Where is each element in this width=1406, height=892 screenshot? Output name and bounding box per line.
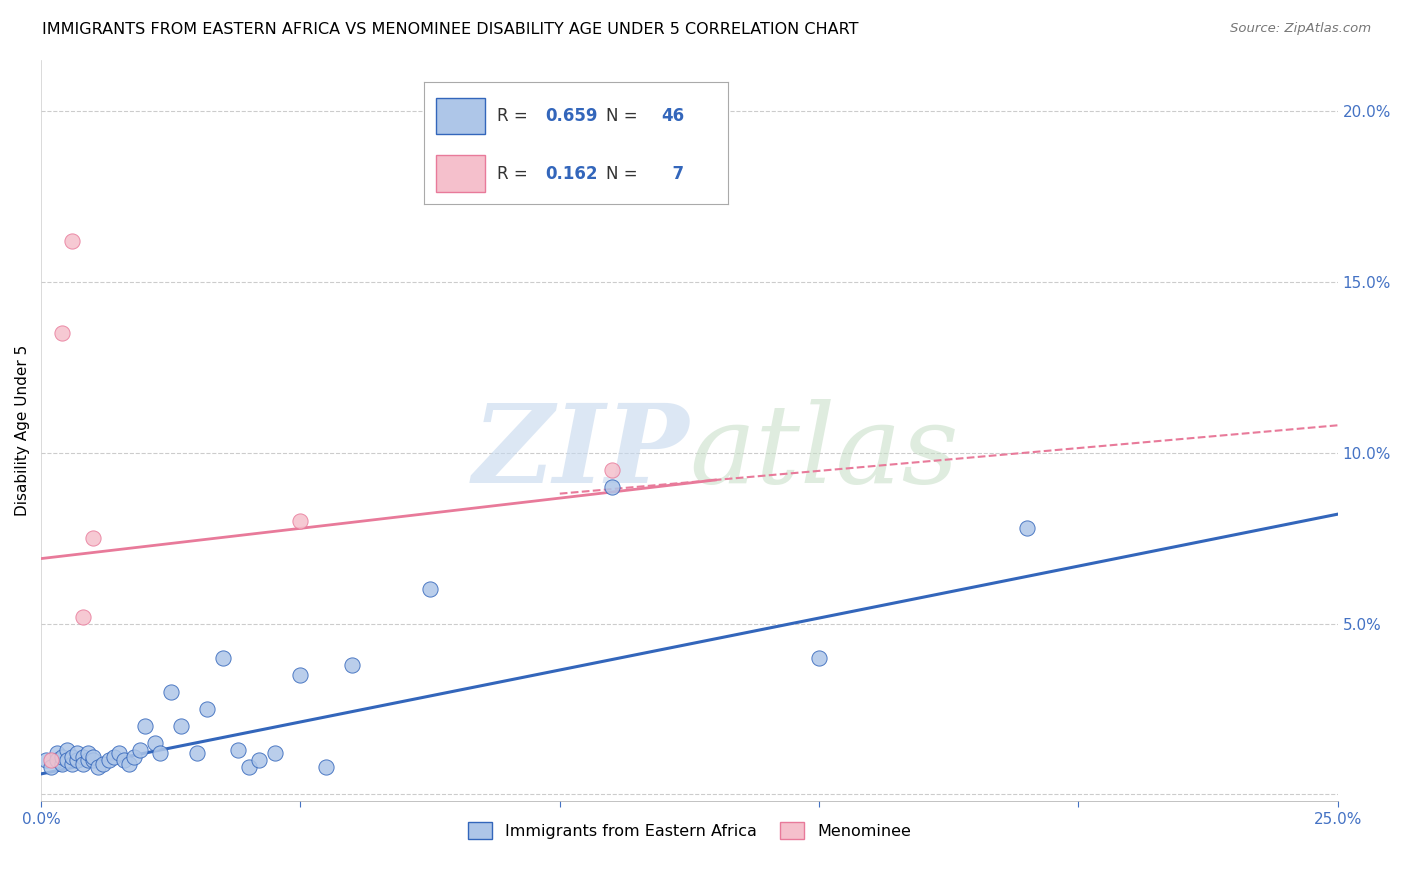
Point bbox=[600, 463, 623, 477]
Point bbox=[290, 514, 312, 528]
Point bbox=[82, 749, 104, 764]
Point bbox=[66, 747, 89, 761]
Legend: Immigrants from Eastern Africa, Menominee: Immigrants from Eastern Africa, Menomine… bbox=[461, 816, 918, 845]
Point bbox=[72, 609, 94, 624]
Point bbox=[51, 756, 73, 771]
Point bbox=[342, 657, 364, 672]
Point bbox=[159, 685, 181, 699]
Point bbox=[128, 743, 150, 757]
Point bbox=[82, 531, 104, 545]
Point bbox=[808, 650, 831, 665]
Point bbox=[60, 756, 83, 771]
Point bbox=[186, 747, 208, 761]
Point bbox=[72, 749, 94, 764]
Point bbox=[97, 753, 120, 767]
Point bbox=[118, 756, 141, 771]
Point bbox=[195, 702, 218, 716]
Point bbox=[56, 753, 79, 767]
Point bbox=[51, 326, 73, 340]
Point bbox=[51, 749, 73, 764]
Point bbox=[93, 756, 115, 771]
Point bbox=[45, 753, 67, 767]
Point bbox=[149, 747, 172, 761]
Point bbox=[315, 760, 337, 774]
Text: Source: ZipAtlas.com: Source: ZipAtlas.com bbox=[1230, 22, 1371, 36]
Point bbox=[226, 743, 249, 757]
Point bbox=[82, 753, 104, 767]
Point bbox=[60, 234, 83, 248]
Text: IMMIGRANTS FROM EASTERN AFRICA VS MENOMINEE DISABILITY AGE UNDER 5 CORRELATION C: IMMIGRANTS FROM EASTERN AFRICA VS MENOMI… bbox=[42, 22, 859, 37]
Point bbox=[247, 753, 270, 767]
Point bbox=[66, 753, 89, 767]
Point bbox=[1015, 521, 1038, 535]
Point bbox=[143, 736, 166, 750]
Point bbox=[108, 747, 131, 761]
Point bbox=[60, 749, 83, 764]
Text: ZIP: ZIP bbox=[472, 399, 689, 507]
Point bbox=[76, 747, 98, 761]
Point bbox=[41, 753, 63, 767]
Point bbox=[263, 747, 285, 761]
Point bbox=[72, 756, 94, 771]
Point bbox=[238, 760, 260, 774]
Point bbox=[124, 749, 146, 764]
Point bbox=[35, 753, 58, 767]
Point bbox=[600, 480, 623, 494]
Point bbox=[87, 760, 110, 774]
Point bbox=[211, 650, 233, 665]
Point bbox=[112, 753, 135, 767]
Point bbox=[45, 747, 67, 761]
Point bbox=[41, 760, 63, 774]
Point bbox=[290, 667, 312, 681]
Point bbox=[134, 719, 156, 733]
Point bbox=[419, 582, 441, 597]
Text: atlas: atlas bbox=[689, 399, 959, 507]
Point bbox=[103, 749, 125, 764]
Y-axis label: Disability Age Under 5: Disability Age Under 5 bbox=[15, 345, 30, 516]
Point bbox=[76, 753, 98, 767]
Point bbox=[56, 743, 79, 757]
Point bbox=[170, 719, 193, 733]
